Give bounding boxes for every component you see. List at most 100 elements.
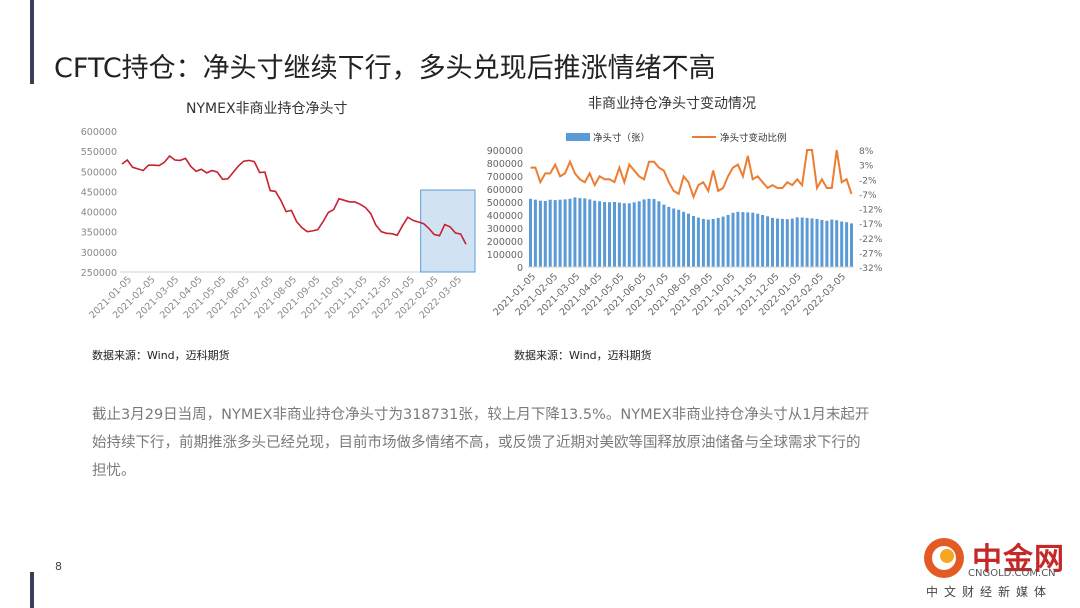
chart2-bar bbox=[692, 216, 695, 267]
chart2-left-tick-label: 200000 bbox=[487, 237, 523, 248]
chart2-bar bbox=[608, 202, 611, 267]
chart2-bar bbox=[790, 218, 794, 267]
chart2-right-tick-label: 3% bbox=[859, 162, 874, 172]
chart2-bar bbox=[756, 213, 760, 267]
chart2-bar bbox=[850, 223, 853, 267]
chart1-ytick-label: 550000 bbox=[81, 147, 117, 158]
chart2-bar bbox=[558, 199, 562, 267]
chart2-bar bbox=[682, 211, 686, 268]
chart2-bar bbox=[830, 219, 834, 267]
chart2-bar bbox=[593, 200, 597, 267]
chart2-bar bbox=[622, 203, 626, 267]
chart2-bar bbox=[588, 199, 592, 267]
chart2-left-tick-label: 700000 bbox=[487, 172, 523, 183]
chart2-bar bbox=[716, 217, 720, 267]
chart2-right-tick-label: 8% bbox=[859, 147, 874, 157]
chart2-bar bbox=[573, 197, 577, 267]
chart2-bar bbox=[825, 220, 829, 267]
chart2-right-tick-label: -22% bbox=[859, 235, 883, 245]
chart2-bar bbox=[568, 198, 572, 268]
chart2-left-tick-label: 100000 bbox=[487, 250, 523, 261]
chart2-bar bbox=[538, 200, 542, 267]
chart2-bar bbox=[840, 221, 844, 267]
chart1-series-line bbox=[121, 154, 467, 245]
chart2-bar bbox=[662, 204, 666, 267]
legend-bar-swatch bbox=[566, 133, 590, 141]
chart2-bar bbox=[706, 219, 710, 267]
chart2-right-tick-label: -17% bbox=[859, 220, 883, 230]
chart2-bar bbox=[820, 219, 824, 267]
chart1-ytick-label: 600000 bbox=[81, 127, 117, 138]
chart2-bar bbox=[810, 218, 814, 267]
logo-url: CNGOLD.COM.CN bbox=[968, 568, 1056, 579]
chart2-bar bbox=[583, 198, 587, 267]
chart1-ytick-label: 400000 bbox=[81, 208, 117, 219]
chart1-ytick-label: 350000 bbox=[81, 228, 117, 239]
chart2-change-ratio-line bbox=[530, 149, 853, 200]
chart2-bar bbox=[613, 202, 616, 267]
chart1-net-position-line: 600000 550000 500000 450000 400000 350000 3000… bbox=[81, 127, 476, 321]
chart2-bar bbox=[687, 213, 690, 267]
chart2-bar bbox=[553, 200, 557, 267]
chart2-left-tick-label: 300000 bbox=[487, 224, 523, 235]
chart2-bar bbox=[578, 198, 582, 267]
chart2-bar bbox=[721, 216, 725, 267]
chart2-bar bbox=[751, 212, 755, 267]
chart2-bar bbox=[701, 218, 705, 267]
chart2-bar bbox=[677, 209, 681, 267]
chart2-bar bbox=[776, 218, 779, 267]
chart2-bar bbox=[726, 215, 730, 267]
chart2-bar bbox=[603, 202, 607, 267]
chart2-right-tick-label: -27% bbox=[859, 249, 883, 259]
chart2-bar bbox=[533, 199, 537, 267]
chart2-bar bbox=[637, 201, 641, 267]
page-title: CFTC持仓：净头寸继续下行，多头兑现后推涨情绪不高 bbox=[54, 53, 716, 84]
legend-line-label: 净头寸变动比例 bbox=[720, 132, 787, 144]
chart2-bar bbox=[672, 208, 676, 267]
chart2-bar bbox=[736, 211, 740, 268]
chart1-ytick-label: 450000 bbox=[81, 187, 117, 198]
chart2-bar bbox=[529, 198, 532, 268]
chart2-bar bbox=[835, 220, 839, 267]
chart2-bar bbox=[766, 216, 770, 267]
chart2-bar bbox=[543, 201, 547, 267]
chart2-bar bbox=[761, 215, 765, 267]
chart1-ytick-label: 300000 bbox=[81, 248, 117, 259]
logo-name: 中金网 bbox=[972, 542, 1065, 577]
chart2-bar bbox=[548, 199, 552, 267]
chart2-source: 数据来源：Wind，迈科期货 bbox=[514, 349, 652, 362]
chart2-bar bbox=[845, 222, 849, 267]
chart1-source: 数据来源：Wind，迈科期货 bbox=[92, 349, 230, 362]
chart2-net-position-bar-line: 净头寸（张） 净头寸变动比例 900000 800000 700000 600000 500… bbox=[487, 132, 883, 318]
chart2-left-tick-label: 0 bbox=[517, 263, 523, 274]
chart2-bar bbox=[731, 212, 735, 267]
chart2-left-tick-label: 400000 bbox=[487, 211, 523, 222]
chart2-left-tick-label: 900000 bbox=[487, 146, 523, 157]
chart2-right-tick-label: -32% bbox=[859, 264, 883, 274]
chart2-bar bbox=[815, 218, 819, 267]
chart2-bar bbox=[652, 199, 656, 267]
chart2-bar bbox=[741, 212, 745, 267]
chart2-bar bbox=[647, 198, 651, 268]
chart2-right-tick-label: -12% bbox=[859, 206, 883, 216]
chart2-title: 非商业持仓净头寸变动情况 bbox=[588, 96, 756, 112]
chart2-bar bbox=[667, 206, 671, 267]
chart1-ytick-label: 250000 bbox=[81, 268, 117, 279]
accent-bar-top bbox=[30, 0, 34, 84]
chart2-bar bbox=[780, 218, 784, 267]
chart2-bar bbox=[617, 202, 621, 267]
logo-subtitle: 中文财经新媒体 bbox=[926, 585, 1053, 599]
chart2-bar bbox=[795, 217, 799, 267]
chart2-left-tick-label: 800000 bbox=[487, 159, 523, 170]
chart2-bar bbox=[632, 202, 636, 267]
chart2-right-tick-label: -2% bbox=[859, 176, 877, 186]
chart1-ytick-label: 500000 bbox=[81, 167, 117, 178]
chart2-right-tick-label: -7% bbox=[859, 191, 877, 201]
page-number: 8 bbox=[55, 560, 62, 573]
chart2-bar bbox=[771, 217, 774, 267]
chart1-title: NYMEX非商业持仓净头寸 bbox=[186, 101, 348, 117]
chart2-bar bbox=[711, 218, 715, 267]
summary-paragraph: 截止3月29日当周，NYMEX非商业持仓净头寸为318731张，较上月下降13.… bbox=[92, 407, 870, 479]
chart2-bar bbox=[657, 201, 661, 267]
chart2-bar bbox=[785, 219, 789, 267]
